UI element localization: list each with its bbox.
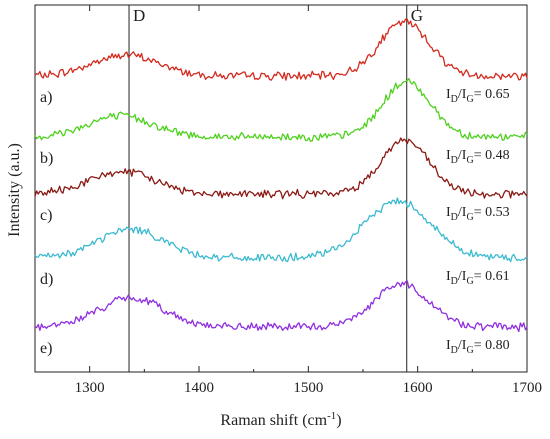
x-tick-label: 1400 [184, 380, 214, 396]
intensity-ratio-2: ID/IG= 0.48 [446, 148, 510, 166]
intensity-ratio-3: ID/IG= 0.53 [446, 205, 510, 223]
y-axis-label: Intensity (a.u.) [6, 143, 23, 237]
trace-label-1: a) [40, 89, 52, 106]
ratio-labels: ID/IG= 0.65 ID/IG= 0.48 ID/IG= 0.53 ID/IG= … [446, 87, 510, 356]
intensity-ratio-4: ID/IG= 0.61 [446, 269, 510, 287]
spectrum-trace-2 [34, 77, 528, 142]
trace-label-3: c) [40, 207, 52, 224]
x-axis-label: Raman shift (cm-1) [220, 410, 341, 429]
spectrum-trace-3 [34, 137, 528, 200]
trace-label-2: b) [40, 150, 53, 167]
spectrum-trace-1 [34, 18, 528, 81]
trace-label-5: e) [40, 340, 52, 357]
x-tick-label: 1700 [512, 380, 542, 396]
x-tick-label: 1300 [75, 380, 105, 396]
x-tick-label: 1500 [293, 380, 323, 396]
peak-label-G: G [411, 6, 423, 25]
trace-labels: a) b) c) d) e) [40, 89, 53, 357]
intensity-ratio-5: ID/IG= 0.80 [446, 338, 510, 356]
plot-frame [34, 4, 528, 373]
trace-label-4: d) [40, 271, 53, 288]
spectrum-trace-5 [34, 280, 528, 333]
peak-label-D: D [133, 6, 145, 25]
intensity-ratio-1: ID/IG= 0.65 [446, 87, 510, 105]
x-axis-ticks: 1300 1400 1500 1600 1700 [75, 5, 542, 396]
spectrum-trace-4 [34, 197, 528, 263]
x-tick-label: 1600 [403, 380, 433, 396]
spectra-traces [34, 18, 528, 333]
